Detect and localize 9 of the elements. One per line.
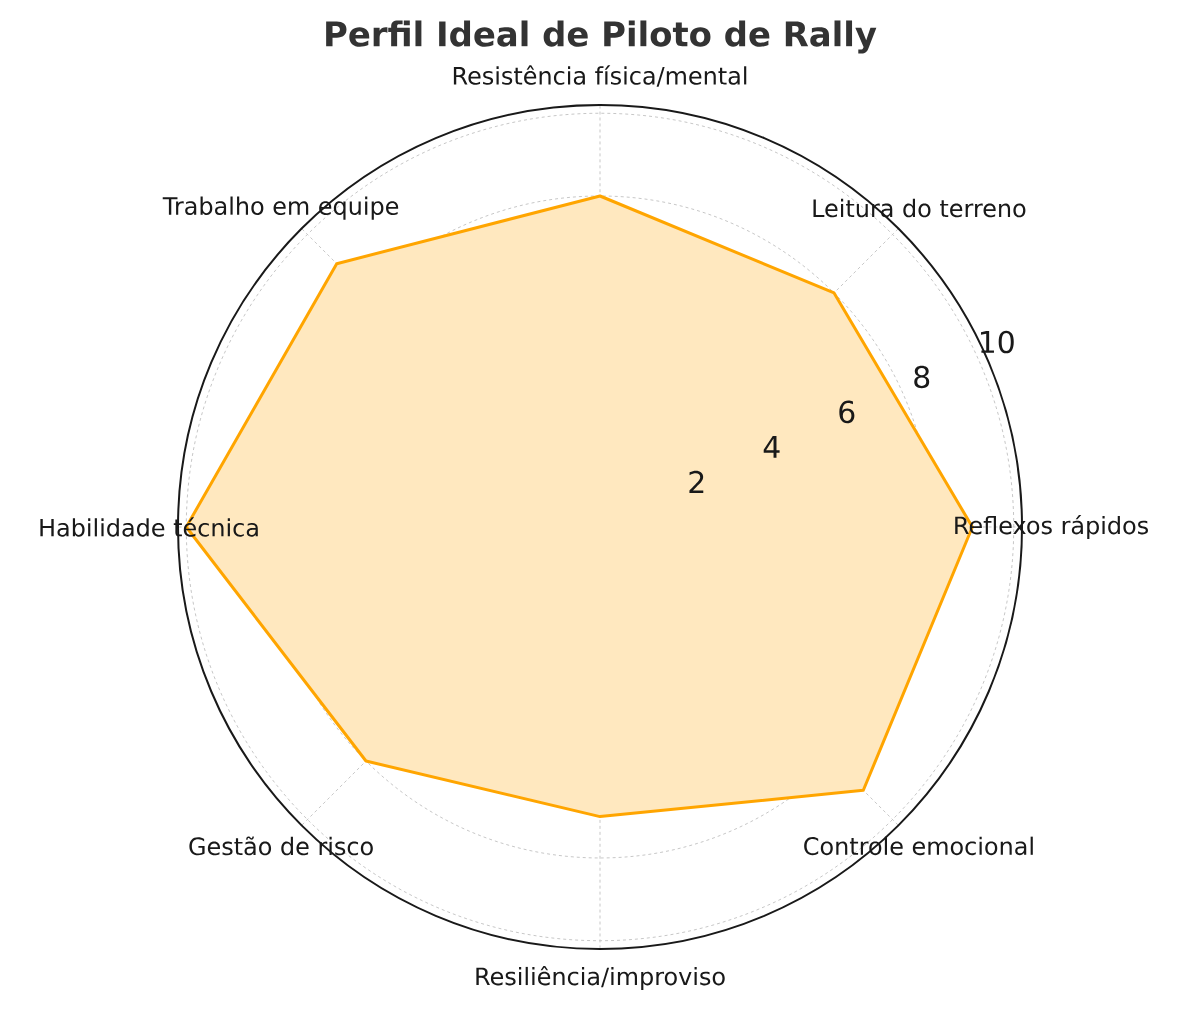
spoke-label: Resiliência/improviso xyxy=(476,965,725,991)
spoke-label: Trabalho em equipe xyxy=(162,196,399,220)
chart-title: Perfil Ideal de Piloto de Rally xyxy=(326,20,877,54)
y-tick-label: 2 xyxy=(689,470,704,493)
y-tick-label: 6 xyxy=(839,400,855,424)
y-tick-label: 4 xyxy=(763,436,780,458)
y-tick-label: 10 xyxy=(980,330,1014,354)
y-tick-label: 8 xyxy=(914,365,930,389)
spoke-label: Resistência física/mental xyxy=(453,65,747,87)
